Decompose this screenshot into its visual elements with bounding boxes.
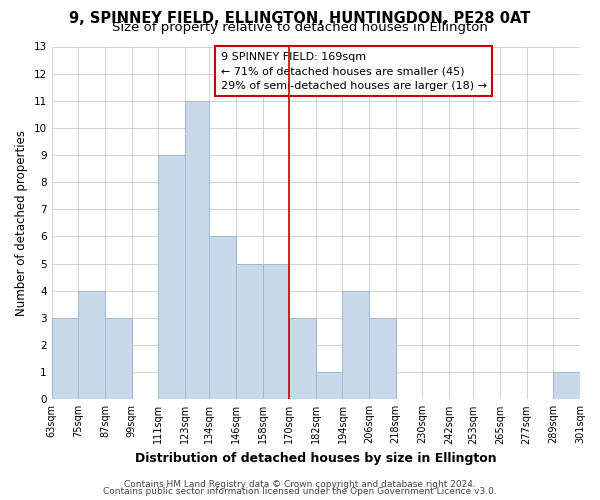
Y-axis label: Number of detached properties: Number of detached properties xyxy=(15,130,28,316)
Text: Contains public sector information licensed under the Open Government Licence v3: Contains public sector information licen… xyxy=(103,487,497,496)
Bar xyxy=(343,291,369,400)
Bar xyxy=(263,264,289,400)
Text: 9 SPINNEY FIELD: 169sqm
← 71% of detached houses are smaller (45)
29% of semi-de: 9 SPINNEY FIELD: 169sqm ← 71% of detache… xyxy=(221,52,487,90)
Bar xyxy=(289,318,316,400)
Text: 9, SPINNEY FIELD, ELLINGTON, HUNTINGDON, PE28 0AT: 9, SPINNEY FIELD, ELLINGTON, HUNTINGDON,… xyxy=(70,11,530,26)
Bar xyxy=(105,318,131,400)
Text: Contains HM Land Registry data © Crown copyright and database right 2024.: Contains HM Land Registry data © Crown c… xyxy=(124,480,476,489)
Text: Size of property relative to detached houses in Ellington: Size of property relative to detached ho… xyxy=(112,22,488,35)
X-axis label: Distribution of detached houses by size in Ellington: Distribution of detached houses by size … xyxy=(135,452,497,465)
Bar xyxy=(79,291,105,400)
Bar xyxy=(369,318,396,400)
Bar xyxy=(209,236,236,400)
Bar xyxy=(316,372,343,400)
Bar xyxy=(553,372,580,400)
Bar xyxy=(236,264,263,400)
Bar xyxy=(158,155,185,400)
Bar xyxy=(185,101,209,400)
Bar xyxy=(52,318,79,400)
